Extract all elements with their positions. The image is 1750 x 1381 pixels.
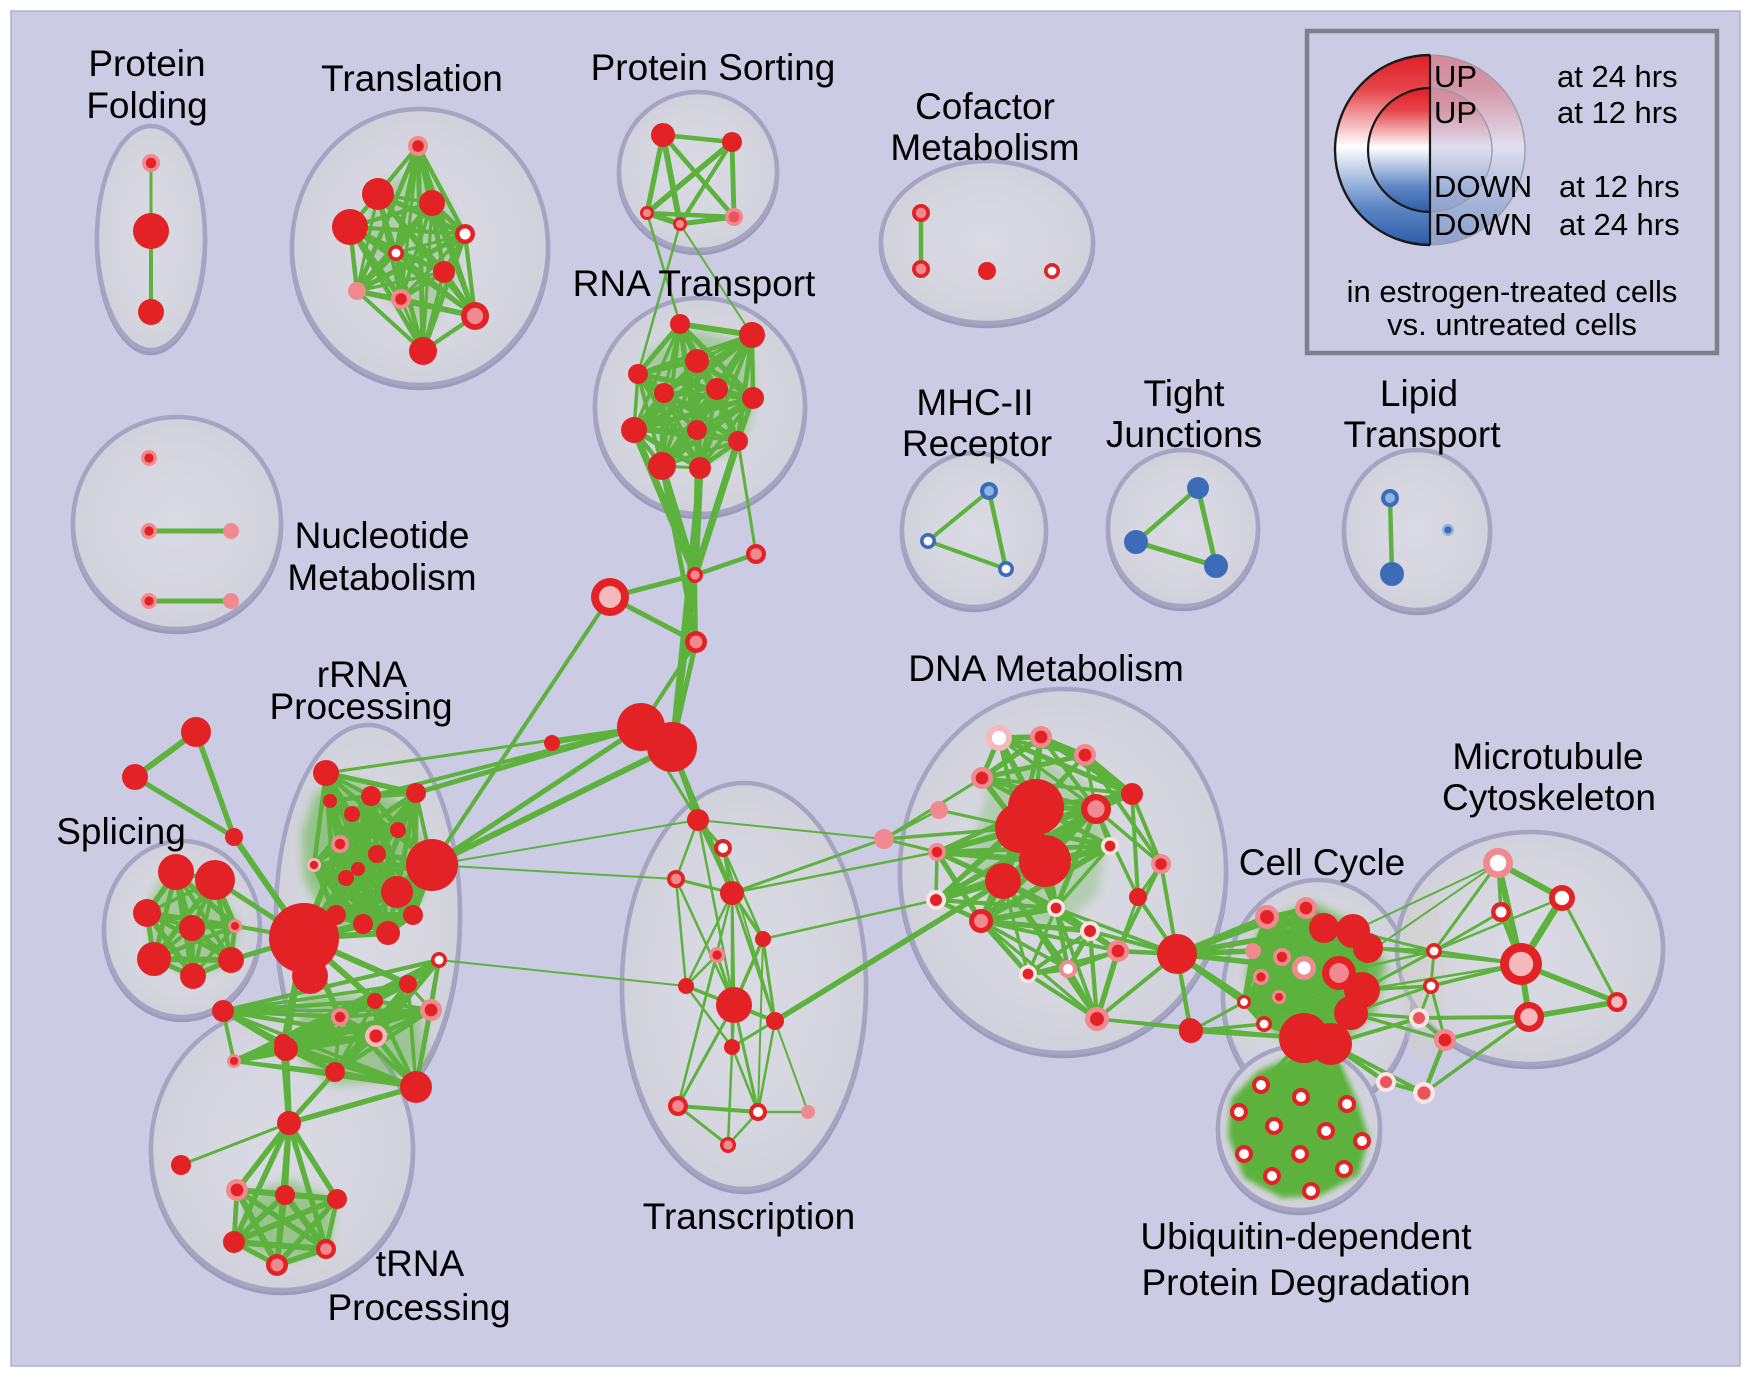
svg-text:Cytoskeleton: Cytoskeleton (1442, 777, 1656, 818)
svg-text:Translation: Translation (321, 58, 503, 99)
svg-text:DNA Metabolism: DNA Metabolism (908, 648, 1184, 689)
svg-text:Receptor: Receptor (902, 423, 1052, 464)
svg-text:Ubiquitin-dependent: Ubiquitin-dependent (1140, 1216, 1472, 1257)
svg-text:Transcription: Transcription (643, 1196, 855, 1237)
svg-text:at 24 hrs: at 24 hrs (1559, 207, 1680, 242)
svg-text:in estrogen-treated cells: in estrogen-treated cells (1347, 274, 1678, 309)
svg-text:Protein Degradation: Protein Degradation (1141, 1262, 1470, 1303)
svg-text:rRNA: rRNA (317, 654, 408, 695)
svg-text:Processing: Processing (327, 1287, 510, 1328)
svg-text:at 12 hrs: at 12 hrs (1559, 169, 1680, 204)
svg-text:Metabolism: Metabolism (890, 127, 1079, 168)
svg-text:tRNA: tRNA (376, 1243, 465, 1284)
svg-text:Metabolism: Metabolism (287, 557, 476, 598)
svg-text:Tight: Tight (1144, 373, 1226, 414)
svg-text:Microtubule: Microtubule (1452, 736, 1643, 777)
svg-text:DOWN: DOWN (1434, 207, 1532, 242)
svg-text:MHC-II: MHC-II (916, 382, 1033, 423)
svg-text:UP: UP (1434, 59, 1477, 94)
svg-text:Nucleotide: Nucleotide (295, 515, 470, 556)
svg-text:at 12 hrs: at 12 hrs (1557, 95, 1678, 130)
svg-text:vs. untreated cells: vs. untreated cells (1387, 307, 1637, 342)
svg-text:DOWN: DOWN (1434, 169, 1532, 204)
svg-text:Transport: Transport (1344, 414, 1502, 455)
svg-text:RNA Transport: RNA Transport (573, 263, 816, 304)
svg-text:Processing: Processing (269, 686, 452, 727)
svg-text:Protein: Protein (88, 43, 205, 84)
svg-text:UP: UP (1434, 95, 1477, 130)
svg-text:Cofactor: Cofactor (915, 86, 1055, 127)
svg-text:Lipid: Lipid (1380, 373, 1458, 414)
svg-text:Protein Sorting: Protein Sorting (591, 47, 836, 88)
svg-text:Folding: Folding (86, 85, 207, 126)
svg-text:Cell Cycle: Cell Cycle (1239, 842, 1406, 883)
svg-text:Junctions: Junctions (1106, 414, 1262, 455)
svg-text:Splicing: Splicing (56, 811, 186, 852)
svg-text:at 24 hrs: at 24 hrs (1557, 59, 1678, 94)
